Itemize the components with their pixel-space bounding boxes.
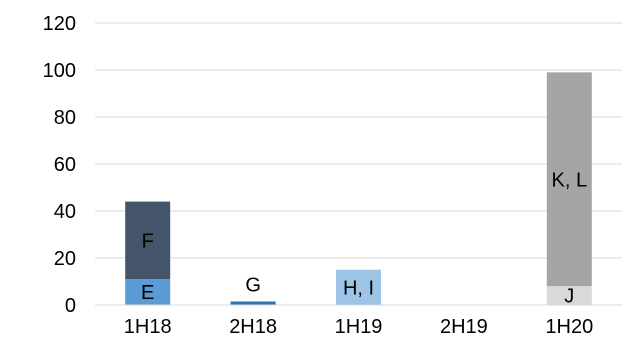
segment-label: E [141,282,154,304]
bar-segment-1H20-1 [546,72,592,287]
y-tick-label: 0 [65,295,76,317]
x-tick-label: 2H18 [229,316,277,338]
bar-segment-1H18-0 [125,279,171,305]
bar-segment-1H18-1 [125,201,171,280]
segment-label: F [142,230,154,252]
y-tick-label: 20 [54,248,76,270]
x-tick-label: 1H20 [545,316,593,338]
segment-label: G [245,274,261,296]
bar-segment-1H19-0 [336,269,381,305]
x-axis: 1H18 2H18 1H19 2H19 1H20 [95,304,622,338]
gridlines [95,22,622,306]
y-tick-label: 120 [43,13,76,35]
x-tick-label: 1H18 [124,316,172,338]
bar-segment-1H20-0 [546,286,592,305]
y-tick-label: 80 [54,107,76,129]
y-tick-label: 100 [43,60,76,82]
y-axis: 0 20 40 60 80 100 120 [43,13,76,317]
y-tick-label: 40 [54,201,76,223]
x-tick-label: 2H19 [440,316,488,338]
segment-label: H, I [343,277,374,299]
segment-label: K, L [552,169,588,191]
x-tick-label: 1H19 [335,316,383,338]
bar-segment-2H18-0 [230,301,276,305]
y-tick-label: 60 [54,154,76,176]
bars: E F G H, I J K, L [125,72,592,308]
segment-label: J [564,286,574,308]
